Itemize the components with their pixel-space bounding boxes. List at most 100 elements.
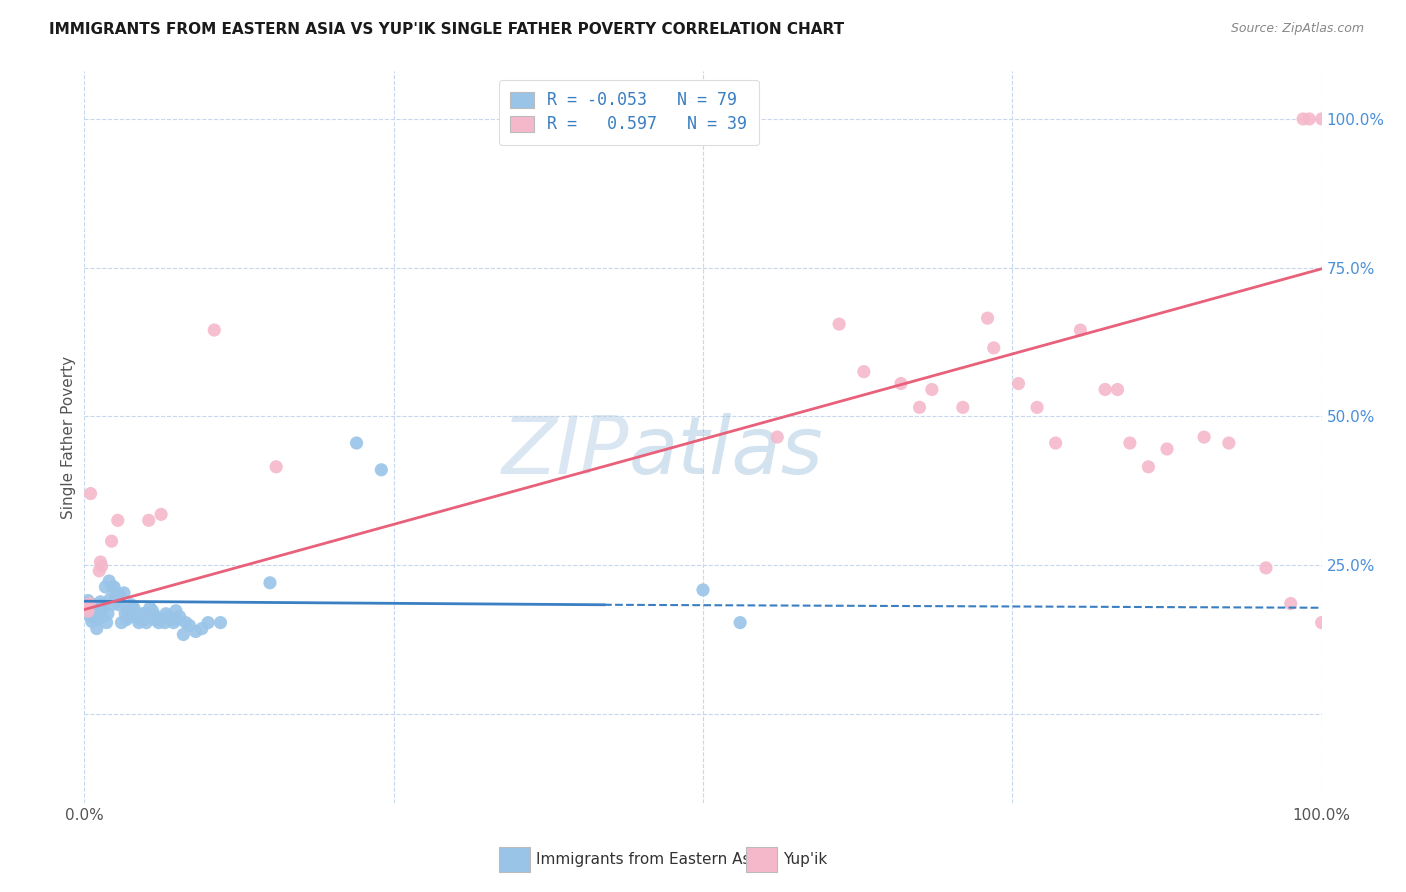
Point (828, 317, 851, 331)
Point (103, 580, 125, 594)
Point (110, 589, 132, 603)
Point (202, 323, 225, 337)
Point (83, 609, 105, 624)
Point (100, 534, 122, 549)
Point (1156, 442, 1178, 456)
Point (86, 622, 108, 636)
Point (120, 598, 142, 612)
Point (112, 586, 135, 600)
Point (150, 613, 173, 627)
Point (1069, 323, 1091, 337)
Point (160, 613, 183, 627)
Point (107, 595, 129, 609)
Point (148, 615, 170, 630)
Point (153, 615, 176, 630)
Point (138, 513, 160, 527)
Point (79, 609, 101, 624)
Point (209, 615, 232, 630)
Point (890, 376, 912, 391)
Point (117, 604, 139, 618)
Point (1254, 561, 1277, 575)
Point (125, 607, 148, 621)
Point (129, 613, 152, 627)
Point (86, 600, 108, 615)
Point (264, 459, 287, 474)
Point (105, 586, 128, 600)
Point (76, 602, 98, 616)
Point (90, 598, 112, 612)
Point (1107, 383, 1129, 397)
Point (179, 618, 201, 632)
Point (91, 600, 114, 615)
Point (1119, 436, 1142, 450)
Point (259, 575, 281, 590)
Point (91, 609, 114, 624)
Y-axis label: Single Father Poverty: Single Father Poverty (60, 356, 76, 518)
Point (77, 606, 100, 620)
FancyBboxPatch shape (499, 847, 530, 872)
Point (172, 627, 194, 641)
Point (84, 609, 107, 624)
Point (82, 604, 104, 618)
Point (921, 383, 943, 397)
Point (75, 597, 97, 611)
Point (1310, 112, 1333, 126)
Text: atlas: atlas (628, 413, 824, 491)
Point (98, 591, 121, 606)
Point (89, 604, 111, 618)
Point (908, 401, 931, 415)
Text: IMMIGRANTS FROM EASTERN ASIA VS YUP'IK SINGLE FATHER POVERTY CORRELATION CHART: IMMIGRANTS FROM EASTERN ASIA VS YUP'IK S… (49, 22, 845, 37)
Point (728, 615, 751, 630)
Point (98, 574, 121, 588)
Point (138, 609, 160, 624)
Point (104, 591, 127, 606)
Point (77, 593, 100, 607)
Point (150, 508, 173, 522)
Point (79, 597, 101, 611)
Point (184, 624, 207, 639)
FancyBboxPatch shape (747, 847, 778, 872)
Point (89, 555, 111, 569)
Point (118, 609, 141, 624)
Point (1218, 436, 1240, 450)
Point (166, 613, 188, 627)
Point (108, 598, 131, 612)
Text: Yup'ik: Yup'ik (783, 853, 828, 867)
Point (139, 600, 162, 615)
Point (79, 606, 101, 620)
Point (141, 604, 163, 618)
Point (692, 582, 714, 597)
Point (100, 598, 122, 612)
Point (129, 609, 152, 624)
Point (197, 615, 219, 630)
Text: Immigrants from Eastern Asia: Immigrants from Eastern Asia (536, 853, 763, 867)
Point (87, 607, 110, 621)
Point (132, 613, 155, 627)
Point (124, 609, 146, 624)
Point (1007, 376, 1029, 391)
Point (82, 598, 104, 612)
Point (77, 604, 100, 618)
Point (80, 615, 103, 629)
Point (1045, 436, 1067, 450)
Point (165, 604, 187, 618)
Point (143, 613, 166, 627)
Point (370, 463, 392, 477)
Point (1094, 383, 1116, 397)
Point (157, 609, 180, 624)
Point (146, 609, 169, 624)
Point (162, 615, 184, 630)
Point (191, 622, 214, 636)
Point (1279, 597, 1302, 611)
Point (174, 615, 197, 630)
Point (134, 607, 156, 621)
Point (79, 486, 101, 500)
Point (122, 600, 145, 615)
Point (155, 607, 177, 621)
Point (1137, 459, 1160, 474)
Point (94, 580, 117, 594)
Point (131, 607, 153, 621)
Point (128, 615, 150, 630)
Point (135, 615, 157, 630)
Text: Source: ZipAtlas.com: Source: ZipAtlas.com (1230, 22, 1364, 36)
